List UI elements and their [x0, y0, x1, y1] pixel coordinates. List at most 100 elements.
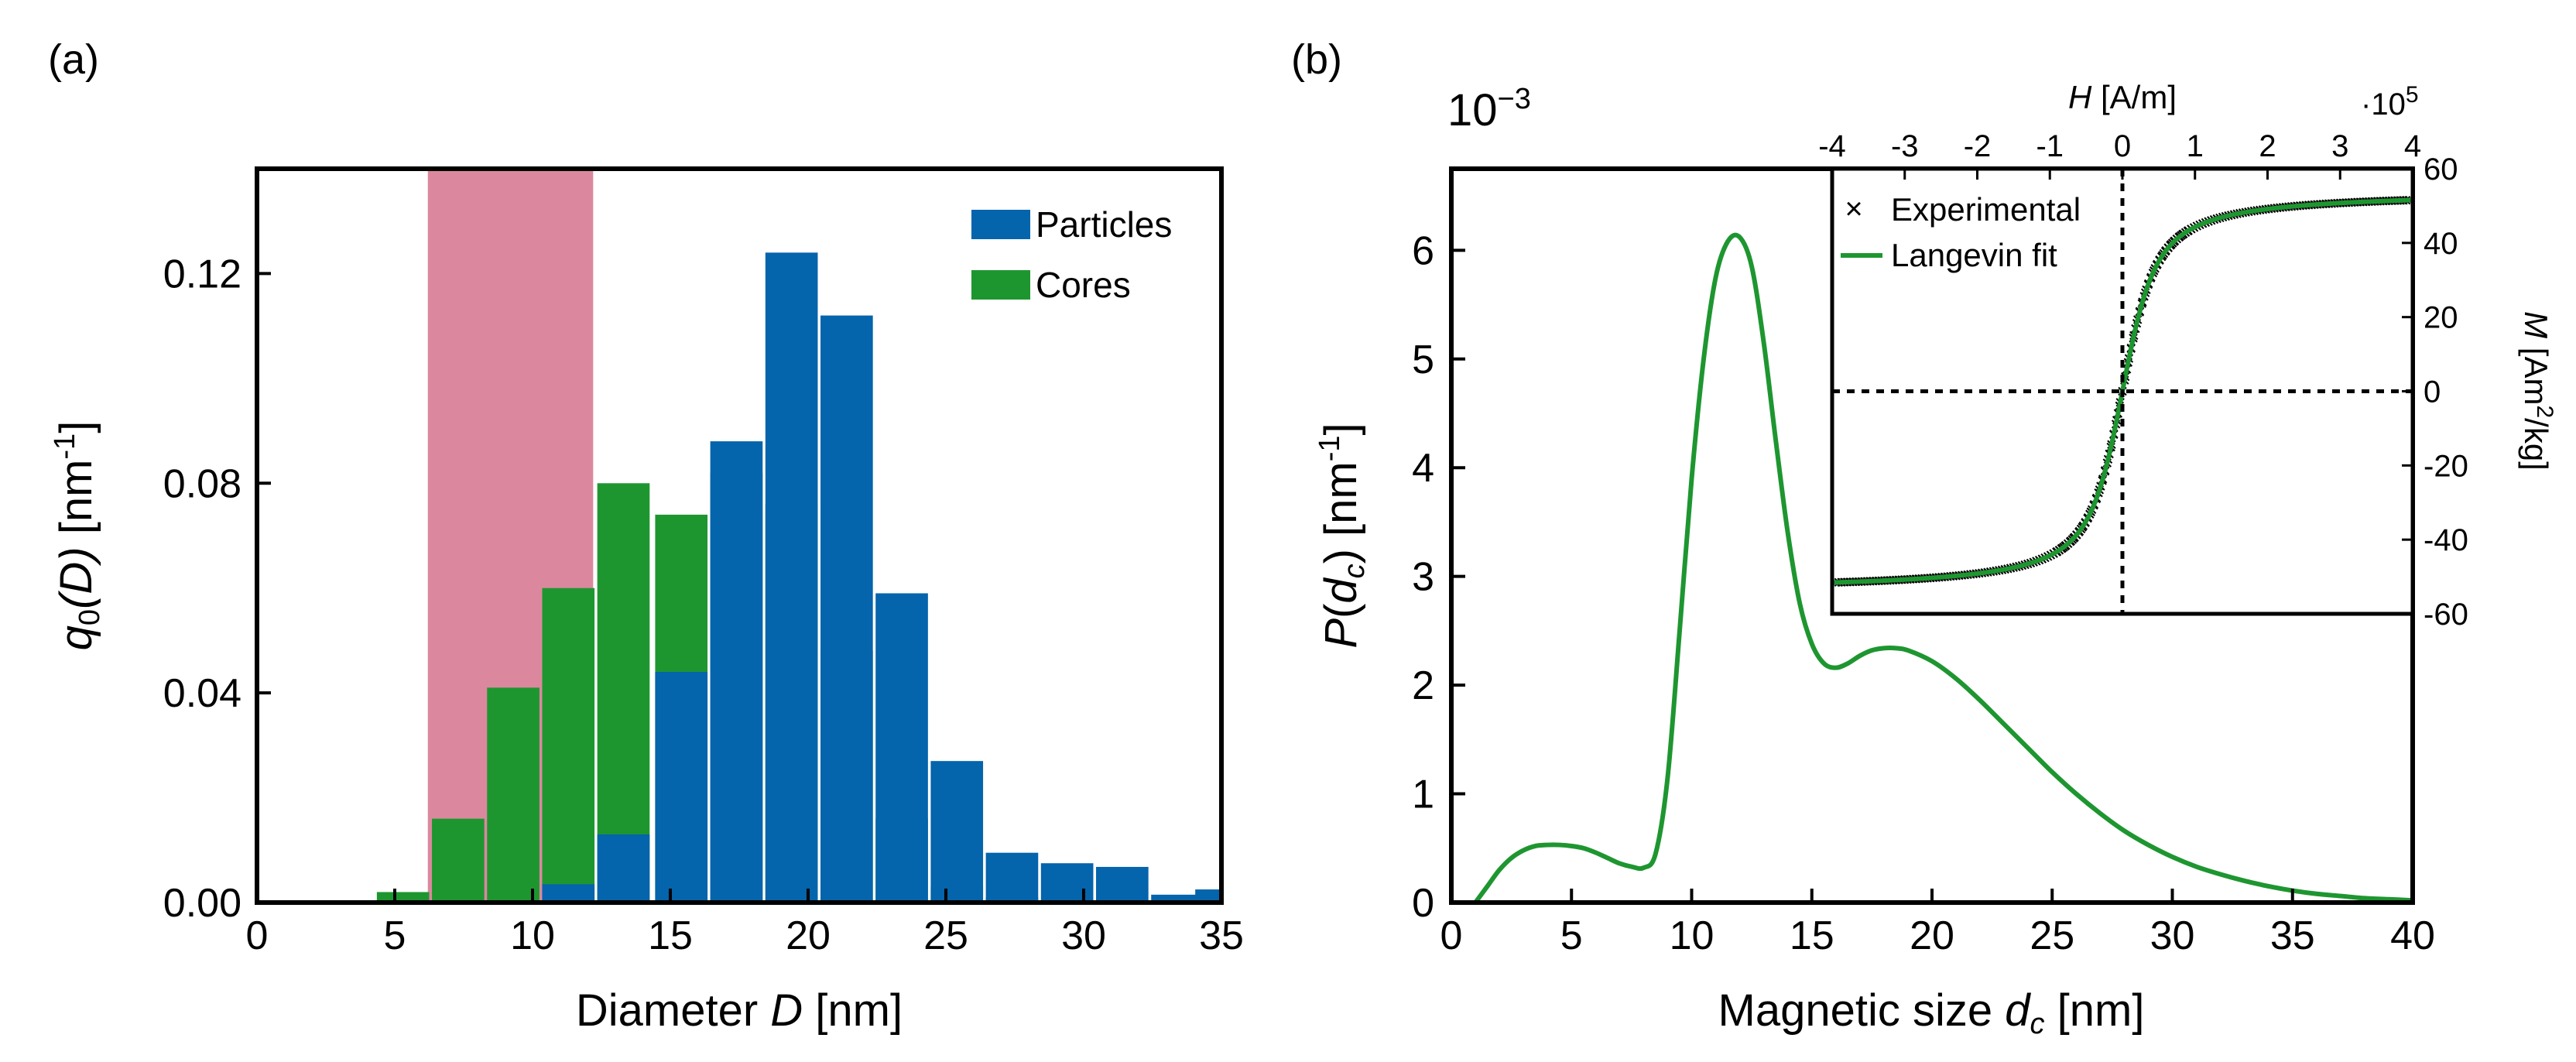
bar-particles-12 [1195, 889, 1221, 903]
y-axis-label-b-var: P [1316, 618, 1366, 649]
bar-particles-1 [597, 834, 650, 903]
inset-y-tick-label-5: -40 [2424, 523, 2468, 557]
inset-x-tick-label--2: -2 [1964, 129, 1992, 163]
y-axis-label-b-close: ] [1316, 423, 1366, 435]
bar-cores-2 [487, 687, 540, 903]
x-tick-label-a-0: 0 [246, 913, 269, 958]
bar-particles-11 [1151, 894, 1204, 903]
inset-y-tick-label-0: 60 [2424, 152, 2458, 187]
x-tick-label-b-30: 30 [2150, 913, 2195, 958]
x-tick-label-b-25: 25 [2030, 913, 2074, 958]
inset-x-tick-label--1: -1 [2036, 129, 2064, 163]
y-tick-label-b-1: 1 [1412, 773, 1434, 817]
inset-x-axis-unit: [A/m] [2091, 79, 2177, 115]
inset-x-scale-prefix: ·10 [2361, 87, 2406, 122]
y-tick-label-b-5: 5 [1412, 337, 1434, 382]
y-tick-label-b-6: 6 [1412, 228, 1434, 273]
inset-x-tick-label-2: 2 [2259, 129, 2276, 163]
legend-inset: × Experimental Langevin fit [1841, 191, 2081, 273]
series-line-magnetic-size [1473, 232, 2413, 904]
bar-particles-2 [655, 672, 708, 903]
inset-y-axis-exp: 2 [2532, 405, 2557, 418]
y-axis-label-b-close-paren: ) [1316, 549, 1366, 564]
inset-x-tick-label--3: -3 [1891, 129, 1919, 163]
x-axis-label-a: Diameter D [nm] [576, 985, 903, 1036]
bar-particles-7 [930, 761, 984, 903]
y-tick-label-a-0: 0.00 [163, 881, 242, 926]
x-tick-label-b-5: 5 [1560, 913, 1583, 958]
inset-y-tick-label-1: 40 [2424, 227, 2458, 261]
y-tick-label-b-2: 2 [1412, 663, 1434, 708]
y-tick-label-a-2: 0.08 [163, 461, 242, 506]
inset-y-axis-var: M [2518, 311, 2554, 338]
y-tick-label-a-3: 0.12 [163, 252, 242, 296]
inset-x-tick-label-1: 1 [2187, 129, 2204, 163]
inset-y-tick-label-6: -60 [2424, 598, 2468, 632]
inset-x-scale-factor: ·105 [2361, 82, 2419, 122]
x-axis-label-b: Magnetic size dc [nm] [1718, 985, 2145, 1040]
panel-a-frame [255, 166, 1224, 905]
bar-particles-5 [820, 315, 873, 903]
legend-a: Particles Cores [971, 204, 1172, 305]
panel-b-label: (b) [1291, 36, 1342, 83]
inset-x-tick-label-3: 3 [2331, 129, 2348, 163]
bar-particles-9 [1040, 863, 1094, 903]
y-tick-label-a-1: 0.04 [163, 671, 242, 716]
x-tick-label-b-15: 15 [1790, 913, 1834, 958]
inset-y-tick-label-2: 20 [2424, 301, 2458, 335]
bar-particles-0 [542, 884, 595, 903]
bar-cores-4 [597, 483, 650, 903]
x-tick-label-b-10: 10 [1670, 913, 1714, 958]
bar-particles-4 [765, 252, 818, 903]
x-tick-label-a-25: 25 [923, 913, 968, 958]
y-axis-label-b-exp: -1 [1314, 435, 1346, 461]
panel-a-label: (a) [48, 36, 99, 83]
x-tick-label-b-40: 40 [2390, 913, 2435, 958]
bar-particles-10 [1096, 866, 1149, 903]
inset-x-tick-label--4: -4 [1818, 129, 1846, 163]
x-tick-label-a-35: 35 [1199, 913, 1244, 958]
bar-cores-3 [542, 588, 595, 903]
y-scale-exp: −3 [1498, 83, 1531, 115]
inset-x-tick-label-4: 4 [2404, 129, 2421, 163]
inset-x-scale-exp: 5 [2406, 82, 2419, 108]
x-tick-label-b-0: 0 [1440, 913, 1463, 958]
legend-swatch-particles [971, 210, 1030, 239]
y-axis-label-b: P(dc) [nm-1] [1314, 423, 1371, 648]
legend-label-langevin: Langevin fit [1891, 237, 2057, 273]
legend-label-cores: Cores [1036, 265, 1131, 305]
y-axis-label-a-close: ] [51, 421, 101, 433]
x-axis-label-b-pre: Magnetic size [1718, 985, 2006, 1036]
y-axis-label-a-sub: 0 [74, 609, 106, 625]
y-tick-label-b-0: 0 [1412, 881, 1434, 926]
y-axis-label-b-argsub: c [1338, 564, 1371, 578]
bar-particles-3 [710, 441, 763, 903]
x-axis-label-a-unit: [nm] [803, 985, 903, 1036]
bar-particles-6 [875, 593, 928, 903]
y-axis-label-a-arg: (D) [51, 546, 101, 609]
inset-x-axis-label: H [A/m] [2068, 79, 2177, 115]
x-tick-label-a-10: 10 [510, 913, 555, 958]
inset-y-axis-unit: [Am [2518, 338, 2554, 405]
y-axis-label-b-unit: [nm [1316, 461, 1366, 549]
x-axis-label-b-var: d [2005, 985, 2031, 1036]
x-axis-label-a-var: D [770, 985, 803, 1036]
y-axis-label-a-unit: [nm [51, 460, 101, 547]
x-tick-label-b-35: 35 [2270, 913, 2315, 958]
y-axis-label-a-exp: -1 [49, 433, 81, 460]
bar-particles-8 [985, 852, 1039, 903]
y-scale-base: 10 [1447, 85, 1498, 135]
y-axis-label-a-var: q [51, 625, 101, 650]
y-tick-label-b-3: 3 [1412, 555, 1434, 600]
y-scale-factor-b: 10−3 [1447, 83, 1531, 135]
bar-cores-0 [376, 892, 430, 903]
x-tick-label-a-20: 20 [786, 913, 831, 958]
inset-y-tick-label-3: 0 [2424, 375, 2441, 409]
x-tick-label-a-15: 15 [648, 913, 693, 958]
inset-y-axis-close: /kg] [2518, 418, 2554, 471]
x-axis-label-b-sub: c [2030, 1008, 2045, 1040]
legend-label-experimental: Experimental [1891, 191, 2081, 228]
y-axis-label-a: q0(D) [nm-1] [49, 421, 106, 651]
x-axis-label-a-pre: Diameter [576, 985, 770, 1036]
